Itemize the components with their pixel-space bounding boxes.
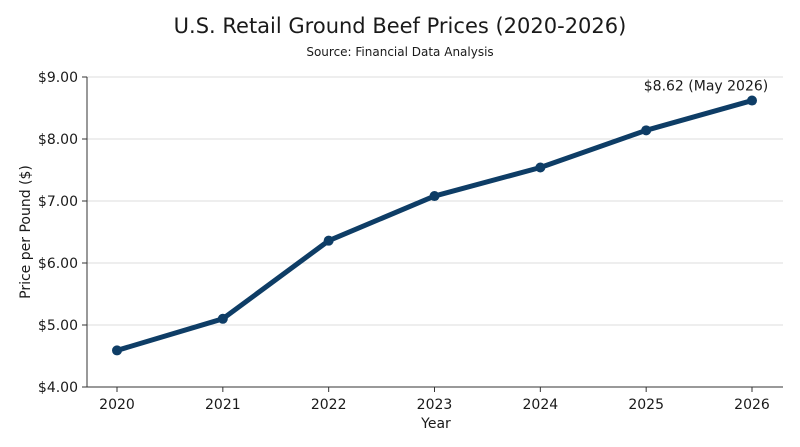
chart-title: U.S. Retail Ground Beef Prices (2020-202…	[174, 14, 627, 38]
y-tick-label: $7.00	[38, 194, 78, 210]
x-tick-label: 2025	[628, 397, 664, 413]
data-point	[641, 125, 652, 136]
x-tick-labels: 2020 2021 2022 2023 2024 2025 2026	[99, 397, 770, 413]
data-point	[747, 95, 757, 106]
last-point-annotation: $8.62 (May 2026)	[644, 79, 768, 95]
data-point	[429, 191, 440, 202]
x-tick-label: 2023	[417, 397, 453, 413]
data-point	[535, 162, 546, 173]
data-point	[323, 235, 334, 246]
y-tick-label: $8.00	[38, 132, 78, 148]
series-line	[114, 98, 755, 353]
x-tick-label: 2020	[99, 397, 135, 413]
data-point	[217, 313, 228, 324]
y-tick-label: $9.00	[38, 70, 78, 86]
y-axis-label: Price per Pound ($)	[18, 165, 34, 299]
x-tick-label: 2026	[734, 397, 770, 413]
y-tick-label: $6.00	[38, 256, 78, 272]
x-tick-label: 2024	[523, 397, 559, 413]
x-axis-label: Year	[420, 416, 451, 432]
y-tick-labels: $4.00 $5.00 $6.00 $7.00 $8.00 $9.00	[38, 70, 78, 396]
axes	[82, 76, 783, 392]
x-tick-label: 2022	[311, 397, 347, 413]
x-tick-label: 2021	[205, 397, 241, 413]
chart-subtitle: Source: Financial Data Analysis	[306, 45, 493, 59]
data-point	[112, 345, 122, 356]
y-tick-label: $4.00	[38, 380, 78, 396]
y-tick-label: $5.00	[38, 318, 78, 334]
series	[112, 95, 757, 356]
